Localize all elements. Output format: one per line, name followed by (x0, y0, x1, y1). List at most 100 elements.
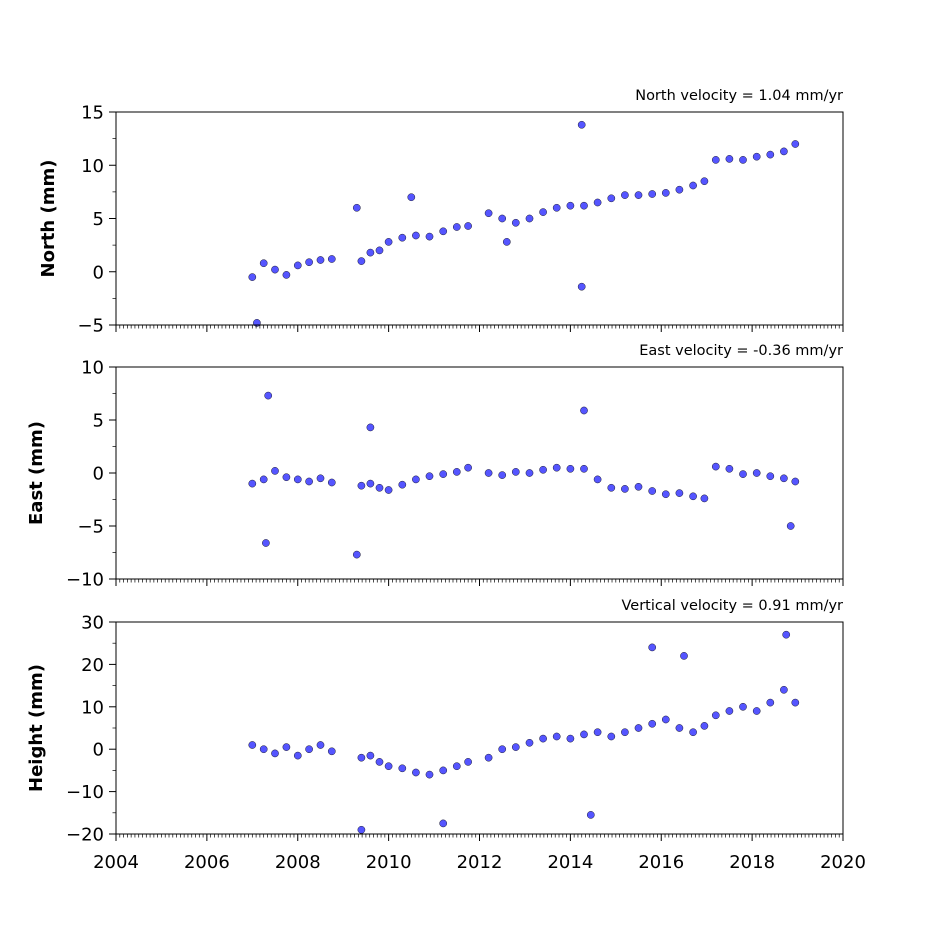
data-point (593, 728, 602, 737)
data-point (305, 477, 313, 486)
data-point (780, 685, 788, 694)
data-point (621, 485, 629, 493)
data-point (634, 191, 643, 199)
data-point (791, 140, 800, 148)
data-point (711, 711, 720, 720)
y-tick-label: −5 (77, 517, 104, 538)
data-point (398, 764, 407, 773)
data-point (293, 261, 302, 270)
data-point (607, 732, 616, 741)
data-point (680, 652, 688, 660)
data-point (648, 719, 657, 728)
x-tick-label: 2008 (275, 852, 321, 873)
data-point (675, 185, 684, 194)
data-point (262, 539, 270, 547)
y-tick-label: −5 (77, 316, 104, 337)
data-point (375, 483, 384, 492)
y-ticks: −10 −5 0 5 10 (66, 358, 116, 591)
x-tick-label: 2012 (457, 852, 503, 873)
data-point (425, 770, 434, 779)
data-point (439, 470, 448, 478)
x-tick-label: 2020 (820, 852, 866, 873)
data-point (607, 483, 616, 492)
data-point (566, 464, 575, 473)
data-point (711, 462, 720, 471)
data-point (498, 471, 507, 479)
x-tick-label: 2004 (93, 852, 139, 873)
x-ticks (115, 834, 844, 841)
data-point (675, 489, 684, 497)
data-point (791, 477, 800, 486)
data-point (425, 232, 434, 241)
data-point (316, 256, 325, 264)
data-point (689, 492, 697, 501)
data-point (511, 218, 520, 227)
data-point (282, 271, 291, 279)
data-point (412, 231, 420, 240)
data-point (661, 715, 670, 724)
data-point (439, 227, 448, 236)
data-point (305, 258, 313, 267)
data-point (580, 464, 588, 473)
y-tick-label: 10 (81, 358, 104, 379)
data-point (766, 472, 775, 481)
data-point (452, 468, 461, 476)
data-point (384, 486, 393, 494)
data-point (700, 722, 709, 730)
data-point (739, 702, 747, 711)
data-point (621, 191, 629, 199)
data-point (375, 246, 384, 255)
data-point (452, 223, 461, 231)
data-point (412, 475, 420, 484)
data-point (439, 819, 448, 828)
data-point (498, 745, 507, 754)
data-point (780, 147, 788, 156)
data-point (398, 233, 407, 242)
scatter-points (248, 630, 800, 834)
y-axis-label: East (mm) (26, 421, 47, 525)
data-point (484, 469, 493, 477)
panel-3: 2004 2006 2008 2010 2012 2014 2016 2018 2020−20−… (26, 598, 866, 873)
data-point (711, 156, 720, 164)
data-point (498, 214, 507, 223)
data-point (634, 482, 643, 491)
data-point (539, 734, 547, 743)
data-point (398, 480, 407, 489)
x-tick-label: 2006 (184, 852, 230, 873)
data-point (293, 751, 302, 760)
data-point (248, 741, 257, 749)
data-point (357, 481, 366, 490)
data-point (484, 209, 493, 218)
data-point (316, 741, 325, 749)
data-point (525, 214, 534, 223)
y-tick-label: 20 (81, 655, 104, 676)
data-point (752, 152, 761, 161)
x-tick-label: 2010 (366, 852, 412, 873)
y-tick-label: 0 (93, 740, 104, 761)
data-point (271, 265, 279, 274)
data-point (552, 463, 561, 472)
y-tick-label: 0 (93, 464, 104, 485)
data-point (439, 766, 448, 775)
y-tick-label: 0 (93, 262, 104, 283)
panel-1: −5 0 5 10 15 North (mm) North velocity = 1.04 … (38, 88, 844, 337)
y-tick-label: 5 (93, 411, 104, 432)
data-point (786, 522, 795, 530)
data-point (357, 753, 366, 762)
data-point (316, 474, 325, 483)
data-point (782, 630, 791, 639)
data-point (357, 257, 366, 265)
y-tick-label: −10 (66, 782, 104, 803)
y-tick-label: −20 (66, 825, 104, 846)
data-point (511, 743, 520, 751)
data-point (689, 181, 697, 190)
data-point (752, 469, 761, 477)
data-point (452, 762, 461, 771)
data-point (739, 156, 747, 164)
data-point (780, 474, 788, 483)
data-point (352, 550, 361, 559)
data-point (259, 475, 268, 484)
data-point (327, 478, 336, 487)
data-point (566, 734, 575, 743)
